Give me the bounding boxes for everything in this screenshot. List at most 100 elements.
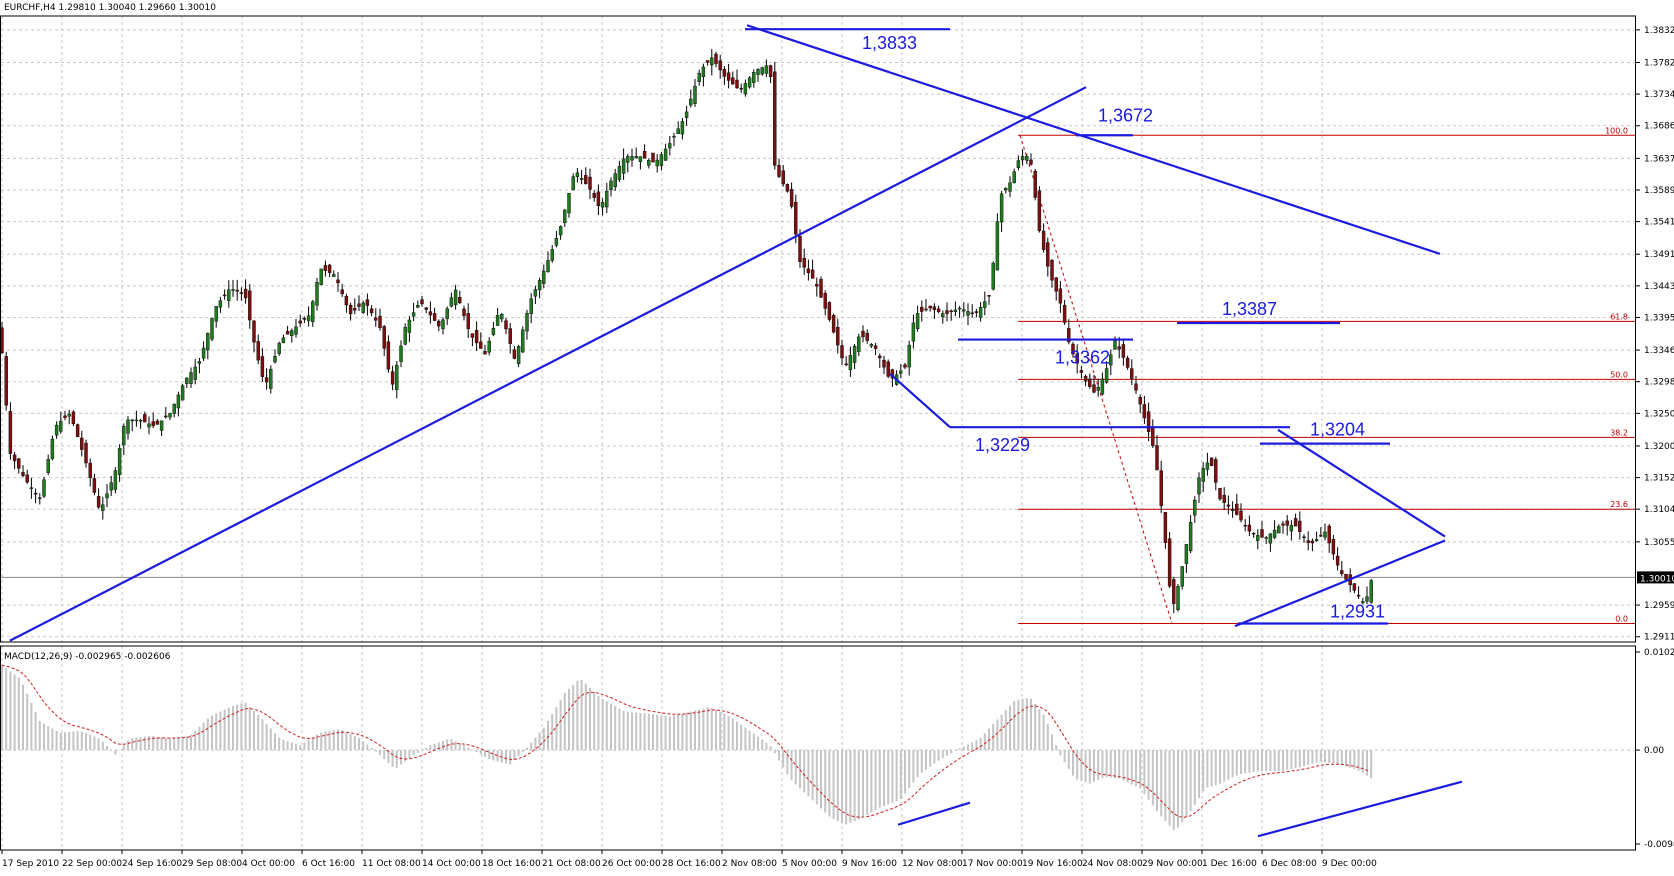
bear-candle <box>1164 512 1167 543</box>
macd-bar <box>732 719 734 750</box>
macd-bar <box>467 747 469 750</box>
bull-candle <box>160 421 163 431</box>
bull-candle <box>1366 597 1369 601</box>
bear-candle <box>379 316 382 328</box>
bull-candle <box>106 494 109 498</box>
bear-candle <box>13 455 16 461</box>
macd-bar <box>425 748 427 750</box>
macd-bar <box>862 750 864 817</box>
macd-bar <box>459 743 461 750</box>
bull-candle <box>664 149 667 160</box>
bear-candle <box>1298 521 1301 532</box>
bear-candle <box>164 416 167 417</box>
bear-candle <box>248 291 251 320</box>
time-tick-label: 21 Oct 08:00 <box>542 859 601 869</box>
last-price-label: 1.30010 <box>1640 574 1674 584</box>
macd-bar <box>1320 750 1322 762</box>
macd-bar <box>1328 750 1330 763</box>
bear-candle <box>862 331 865 337</box>
macd-bar <box>505 750 507 763</box>
bull-candle <box>614 174 617 187</box>
bull-candle <box>702 67 705 77</box>
bear-candle <box>1151 427 1154 445</box>
macd-bar <box>77 731 79 750</box>
bear-candle <box>72 412 75 424</box>
macd-bar <box>1261 750 1263 771</box>
bear-candle <box>143 414 146 422</box>
bear-candle <box>64 416 67 418</box>
bear-candle <box>1130 369 1133 379</box>
macd-bar <box>219 712 221 750</box>
bull-candle <box>1324 532 1327 537</box>
bull-candle <box>547 260 550 271</box>
time-tick-label: 26 Oct 00:00 <box>602 859 661 869</box>
macd-bar <box>980 738 982 750</box>
bear-candle <box>1219 488 1222 499</box>
bear-candle <box>1319 535 1322 536</box>
macd-bar <box>589 688 591 750</box>
macd-bar <box>765 743 767 750</box>
bear-candle <box>920 307 923 311</box>
bull-candle <box>983 302 986 308</box>
bull-candle <box>853 346 856 362</box>
macd-bar <box>1295 750 1297 768</box>
bull-candle <box>857 337 860 352</box>
macd-bar <box>1206 750 1208 788</box>
macd-bar <box>883 750 885 806</box>
time-tick-label: 28 Oct 16:00 <box>662 859 721 869</box>
bear-candle <box>1030 160 1033 164</box>
macd-bar <box>723 714 725 750</box>
macd-bar <box>971 742 973 750</box>
bull-candle <box>269 369 272 388</box>
bear-candle <box>1357 595 1360 596</box>
macd-bar <box>925 750 927 770</box>
bear-candle <box>589 177 592 189</box>
macd-bar <box>1127 750 1129 782</box>
macd-bar <box>1106 750 1108 777</box>
macd-bar <box>627 712 629 750</box>
macd-bar <box>606 701 608 750</box>
macd-bar <box>148 736 150 750</box>
bull-candle <box>320 269 323 285</box>
bear-candle <box>328 265 331 273</box>
bear-candle <box>975 311 978 312</box>
macd-bar <box>257 715 259 750</box>
bear-candle <box>505 321 508 329</box>
macd-bar <box>1341 750 1343 765</box>
macd-bar <box>1332 750 1334 763</box>
bull-candle <box>542 271 545 284</box>
bear-candle <box>1118 347 1121 350</box>
macd-bar <box>131 738 133 750</box>
macd-bar <box>875 750 877 810</box>
bull-candle <box>219 301 222 307</box>
macd-bar <box>165 738 167 750</box>
macd-bar <box>56 731 58 750</box>
time-tick-label: 12 Nov 08:00 <box>902 859 963 869</box>
macd-bar <box>1232 750 1234 777</box>
bull-candle <box>1198 478 1201 494</box>
macd-bar <box>1337 750 1339 764</box>
bull-candle <box>1114 341 1117 349</box>
macd-bar <box>660 715 662 750</box>
macd-bar <box>1274 750 1276 771</box>
macd-bar <box>291 743 293 751</box>
bear-candle <box>358 304 361 307</box>
bull-candle <box>1025 156 1028 160</box>
bear-candle <box>1051 260 1054 280</box>
macd-bar <box>144 736 146 750</box>
macd-bar <box>866 750 868 815</box>
macd-bar <box>1043 715 1045 750</box>
bear-candle <box>1345 574 1348 579</box>
macd-bar <box>782 750 784 767</box>
macd-bar <box>39 721 41 750</box>
bull-candle <box>1256 535 1259 540</box>
bull-candle <box>1097 387 1100 390</box>
bear-candle <box>782 171 785 184</box>
macd-divergence-line-2 <box>1258 782 1462 837</box>
price-tick-label: 1.32005 <box>1644 442 1674 452</box>
bear-candle <box>324 265 327 270</box>
macd-bar <box>1190 750 1192 811</box>
bear-candle <box>1328 526 1331 543</box>
bear-candle <box>1172 579 1175 603</box>
